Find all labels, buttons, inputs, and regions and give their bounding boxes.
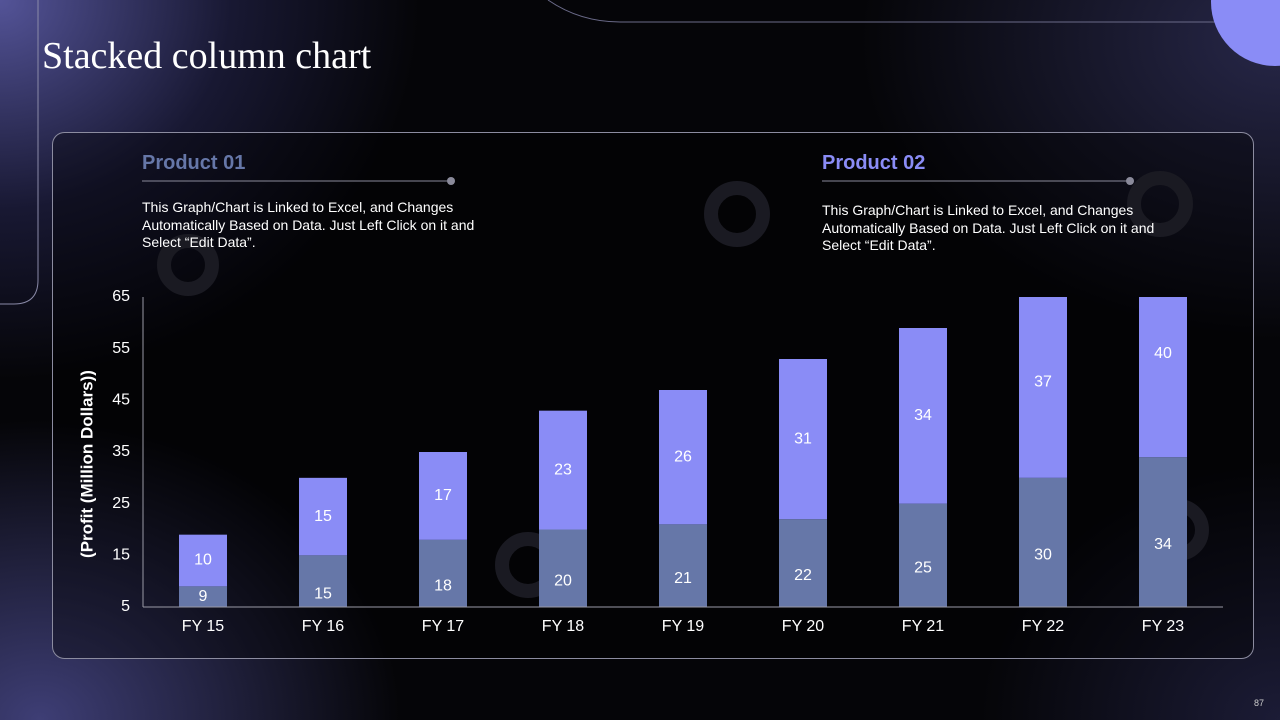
data-label: 15 (314, 585, 332, 602)
data-label: 34 (914, 407, 932, 424)
bar-segment (659, 390, 707, 525)
y-tick-label: 25 (112, 495, 130, 512)
data-label: 30 (1034, 547, 1052, 564)
data-label: 34 (1154, 536, 1172, 553)
y-axis-label: (Profit (Million Dollars)) (77, 370, 96, 558)
bar-segment (899, 328, 947, 504)
data-label: 31 (794, 430, 812, 447)
bar-segment (179, 586, 227, 607)
bar-segment (299, 477, 347, 556)
data-label: 26 (674, 448, 692, 465)
data-label: 18 (434, 578, 452, 595)
data-label: 21 (674, 570, 692, 587)
data-label: 20 (554, 572, 572, 589)
accent-circle (1211, 0, 1280, 66)
plot-area (179, 297, 1187, 607)
data-label: 40 (1154, 345, 1172, 362)
bar-segment (779, 519, 827, 607)
data-label: 10 (194, 552, 212, 569)
bar-segment (659, 524, 707, 607)
page-number: 87 (1253, 698, 1264, 708)
heading-dot (447, 177, 455, 185)
description: This Graph/Chart is Linked to Excel, and… (142, 199, 475, 250)
bar-segment (1019, 477, 1067, 607)
bar-segment (179, 534, 227, 587)
y-tick-label: 5 (121, 598, 130, 615)
bar-segment (1019, 297, 1067, 478)
y-tick-label: 15 (112, 547, 130, 564)
y-tick-label: 65 (112, 288, 130, 305)
data-label: 17 (434, 487, 452, 504)
x-tick-label: FY 19 (662, 618, 705, 635)
data-label: 15 (314, 508, 332, 525)
bar-segment (779, 359, 827, 520)
y-tick-label: 45 (112, 392, 130, 409)
bar-segment (539, 529, 587, 607)
bar-segment (419, 452, 467, 540)
slide-title: Stacked column chart (42, 35, 372, 77)
panel (52, 132, 1254, 659)
y-tick-label: 35 (112, 443, 130, 460)
bar-segment (1139, 297, 1187, 458)
frame-curve (0, 0, 39, 305)
data-label: 37 (1034, 373, 1052, 390)
heading-dot (1126, 177, 1134, 185)
y-tick-label: 55 (112, 340, 130, 357)
product-heading: Product 02 (822, 152, 926, 174)
x-tick-label: FY 15 (182, 618, 225, 635)
bar-segment (419, 539, 467, 607)
bar-segment (899, 503, 947, 607)
description: This Graph/Chart is Linked to Excel, and… (822, 202, 1155, 253)
product-heading: Product 01 (142, 152, 246, 174)
x-tick-label: FY 18 (542, 618, 585, 635)
data-label: 23 (554, 461, 572, 478)
frame-curve (547, 0, 1240, 23)
x-tick-label: FY 16 (302, 618, 345, 635)
x-tick-label: FY 23 (1142, 618, 1185, 635)
x-tick-label: FY 17 (422, 618, 465, 635)
data-label: 25 (914, 559, 932, 576)
data-label: 9 (199, 588, 208, 605)
data-label: 22 (794, 567, 812, 584)
x-tick-label: FY 22 (1022, 618, 1065, 635)
bar-segment (1139, 457, 1187, 607)
x-tick-label: FY 21 (902, 618, 945, 635)
bar-segment (539, 410, 587, 530)
bar-segment (299, 555, 347, 607)
x-tick-label: FY 20 (782, 618, 825, 635)
